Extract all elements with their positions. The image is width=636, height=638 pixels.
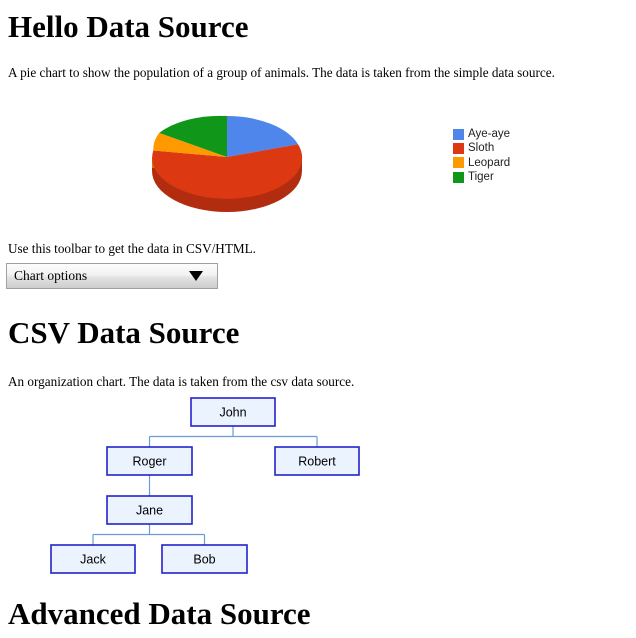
org-nodes: John Roger Robert Jane Jack Bob <box>50 397 360 574</box>
org-node-roger[interactable]: Roger <box>106 446 193 476</box>
legend-item-sloth[interactable]: Sloth <box>453 141 573 155</box>
org-node-box-jack[interactable] <box>50 544 136 574</box>
org-node-box-jane[interactable] <box>106 495 193 525</box>
org-chart-container: John Roger Robert Jane Jack Bob <box>0 392 400 582</box>
chart-options-label: Chart options <box>14 268 88 283</box>
org-node-label-jack: Jack <box>80 552 106 566</box>
page-title-advanced-data-source: Advanced Data Source <box>8 596 311 631</box>
org-node-jack[interactable]: Jack <box>50 544 136 574</box>
chart-options-dropdown[interactable]: Chart options <box>6 263 218 289</box>
org-node-box-bob[interactable] <box>161 544 248 574</box>
legend-swatch-tiger <box>453 171 464 183</box>
org-node-box-john[interactable] <box>190 397 276 427</box>
legend-label-sloth: Sloth <box>468 142 495 155</box>
chevron-down-icon <box>189 271 203 281</box>
org-chart[interactable]: John Roger Robert Jane Jack Bob <box>0 392 400 582</box>
connector-jane-children <box>92 524 206 545</box>
org-node-label-bob: Bob <box>193 552 215 566</box>
pie-chart-container <box>8 92 628 227</box>
org-connectors <box>92 426 318 545</box>
page-title-hello-data-source: Hello Data Source <box>8 9 249 44</box>
legend-label-aye-aye: Aye-aye <box>468 128 510 141</box>
legend-item-aye-aye[interactable]: Aye-aye <box>453 127 573 141</box>
org-node-jane[interactable]: Jane <box>106 495 193 525</box>
org-node-box-roger[interactable] <box>106 446 193 476</box>
pie-side-wall-sloth <box>152 157 302 212</box>
legend-swatch-aye-aye <box>453 128 464 140</box>
pie-chart-legend: Aye-aye Sloth Leopard Tiger <box>453 127 573 184</box>
pie-slice-aye-aye[interactable] <box>227 116 298 157</box>
legend-label-leopard: Leopard <box>468 156 511 169</box>
org-node-label-roger: Roger <box>132 454 166 468</box>
legend-swatch-leopard <box>453 157 464 169</box>
org-node-robert[interactable]: Robert <box>274 446 360 476</box>
pie-chart[interactable] <box>8 92 628 227</box>
org-node-john[interactable]: John <box>190 397 276 427</box>
description-org-chart: An organization chart. The data is taken… <box>8 374 355 389</box>
pie-top-face <box>152 115 303 199</box>
legend-item-tiger[interactable]: Tiger <box>453 170 573 184</box>
legend-swatch-sloth <box>453 142 464 154</box>
description-toolbar: Use this toolbar to get the data in CSV/… <box>8 241 256 256</box>
pie-slice-tiger[interactable] <box>159 115 227 157</box>
page-title-csv-data-source: CSV Data Source <box>8 315 240 350</box>
org-node-bob[interactable]: Bob <box>161 544 248 574</box>
org-node-label-robert: Robert <box>298 454 336 468</box>
org-node-label-john: John <box>219 405 246 419</box>
connector-john-children <box>148 426 318 447</box>
pie-slice-sloth[interactable] <box>152 144 303 199</box>
org-node-box-robert[interactable] <box>274 446 360 476</box>
legend-label-tiger: Tiger <box>468 171 494 184</box>
pie-slice-leopard[interactable] <box>153 132 227 157</box>
description-pie-chart: A pie chart to show the population of a … <box>8 65 555 80</box>
org-node-label-jane: Jane <box>136 503 163 517</box>
legend-item-leopard[interactable]: Leopard <box>453 156 573 170</box>
